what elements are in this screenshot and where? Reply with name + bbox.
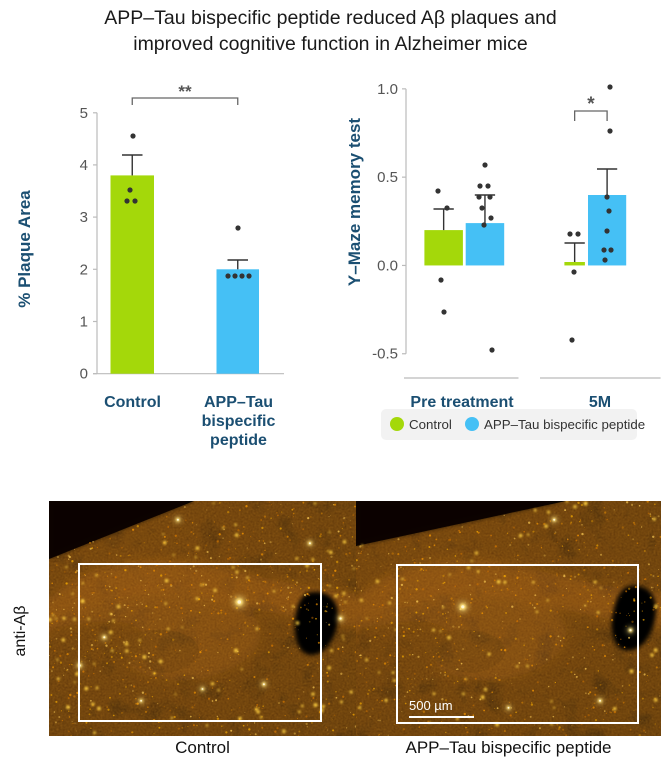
svg-text:1: 1 (80, 314, 88, 331)
svg-text:0.0: 0.0 (377, 257, 398, 274)
svg-text:4: 4 (80, 157, 88, 174)
svg-text:0.5: 0.5 (377, 169, 398, 186)
svg-text:-0.5: -0.5 (372, 346, 398, 363)
svg-text:**: ** (178, 82, 192, 101)
svg-text:*: * (587, 94, 595, 115)
svg-text:0: 0 (80, 366, 88, 383)
svg-text:2: 2 (80, 261, 88, 278)
svg-text:3: 3 (80, 209, 88, 226)
svg-text:1.0: 1.0 (377, 81, 398, 98)
svg-text:5: 5 (80, 105, 88, 122)
